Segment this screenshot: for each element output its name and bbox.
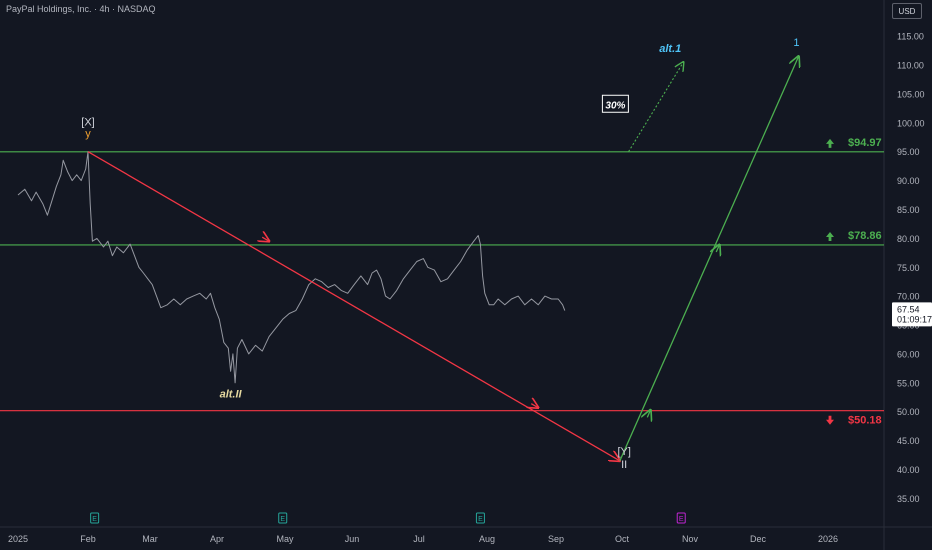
current-price-value: 67.54 [897,304,920,314]
y-tick-label: 95.00 [897,147,920,157]
wave-label: alt.1 [659,43,681,55]
projection-line [87,151,620,461]
x-tick-label: Jul [413,534,425,544]
x-tick-label: 2025 [8,534,28,544]
y-tick-label: 90.00 [897,176,920,186]
x-tick-label: Jun [345,534,360,544]
probability-box [601,94,629,113]
x-tick-label: Sep [548,534,564,544]
projection-line [619,56,799,462]
earnings-event-icon [278,512,288,524]
x-tick-label: Apr [210,534,224,544]
probability-label: 30% [605,100,625,111]
price-series-line [17,151,566,384]
x-tick-label: Dec [750,534,767,544]
y-tick-label: 70.00 [897,292,920,302]
earnings-event-icon [676,512,686,524]
x-tick-label: 2026 [818,534,838,544]
projection-mid-arrow [716,245,719,252]
x-tick-label: Feb [80,534,96,544]
y-tick-label: 75.00 [897,263,920,273]
earnings-event-label: E [280,516,285,523]
alt-projection-line [628,62,684,152]
y-tick-label: 35.00 [897,494,920,504]
earnings-event-label: E [478,516,483,523]
x-tick-label: May [276,534,294,544]
x-tick-label: Mar [142,534,158,544]
projection-mid-arrow [262,237,269,241]
earnings-event-icon [475,512,485,524]
current-price-tag [892,302,932,327]
wave-label: [X] [81,117,94,129]
down-arrow-icon [826,415,834,425]
y-tick-label: 40.00 [897,465,920,475]
y-tick-label: 85.00 [897,205,920,215]
wave-label: 1 [793,37,799,49]
level-label: $94.97 [848,137,882,149]
level-label: $78.86 [848,230,882,242]
earnings-event-label: E [679,516,684,523]
y-tick-label: 105.00 [897,89,925,99]
x-tick-label: Aug [479,534,495,544]
up-arrow-icon [826,231,834,241]
earnings-event-label: E [92,516,97,523]
level-label: $50.18 [848,415,882,427]
wave-label: [Y] [617,446,630,458]
wave-label: y [85,128,91,140]
wave-label: alt.II [220,388,243,400]
countdown-timer: 01:09:17 [897,314,932,324]
y-tick-label: 55.00 [897,378,920,388]
y-tick-label: 115.00 [897,32,924,42]
y-tick-label: 80.00 [897,234,920,244]
y-tick-label: 50.00 [897,407,920,417]
wave-label: II [621,459,627,471]
y-tick-label: 60.00 [897,349,920,359]
x-tick-label: Oct [615,534,630,544]
projection-mid-arrow [647,410,650,417]
earnings-event-icon [90,512,100,524]
chart-title: PayPal Holdings, Inc. · 4h · NASDAQ [6,4,156,14]
y-tick-label: 45.00 [897,436,920,446]
y-tick-label: 100.00 [897,118,925,128]
projection-mid-arrow [531,404,538,408]
y-tick-label: 110.00 [897,60,924,70]
currency-button[interactable]: USD [892,3,922,19]
up-arrow-icon [826,138,834,148]
x-tick-label: Nov [682,534,699,544]
